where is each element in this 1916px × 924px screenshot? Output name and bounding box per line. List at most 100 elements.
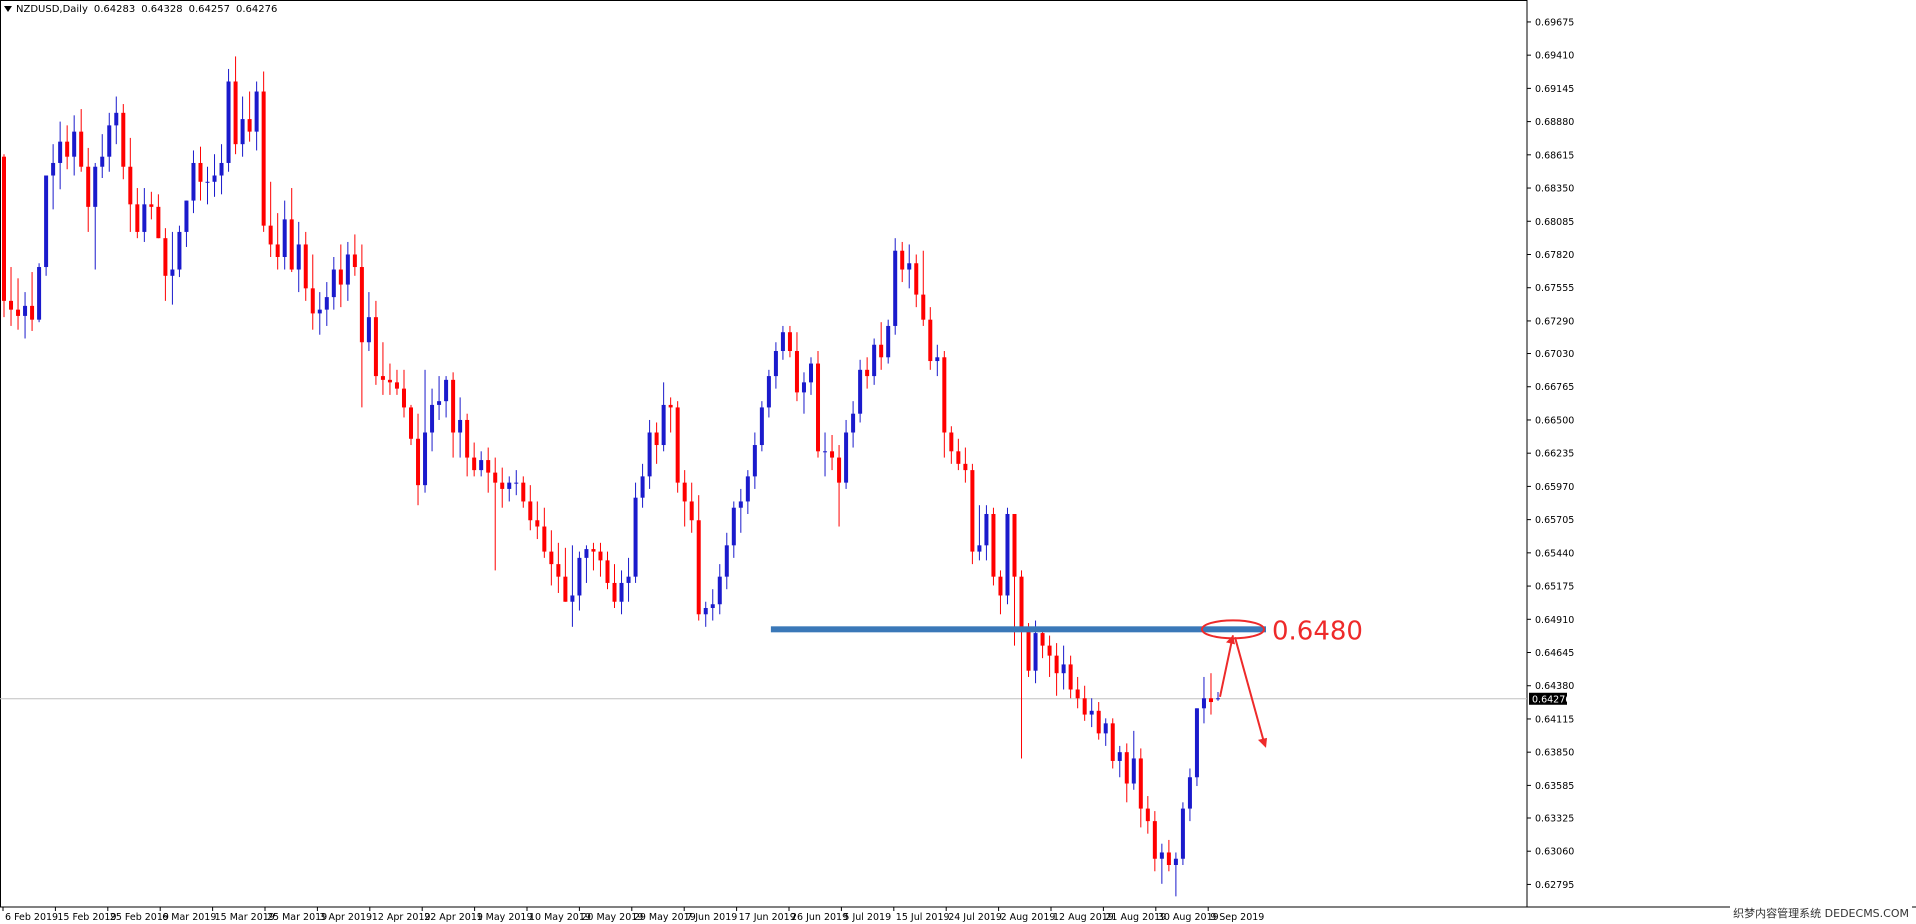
y-tick-label: 0.63585: [1535, 781, 1574, 792]
x-tick-label: 7 Jun 2019: [686, 912, 737, 923]
candle-up: [37, 267, 42, 320]
y-tick-label: 0.65970: [1535, 482, 1574, 493]
candle-down: [689, 501, 694, 521]
x-tick-label: 2 Aug 2019: [1001, 912, 1056, 923]
x-tick-label: 20 May 2019: [581, 912, 643, 923]
candle-up: [317, 309, 322, 314]
support-level-bar: [770, 626, 1266, 633]
x-tick-label: 30 Aug 2019: [1158, 912, 1219, 923]
candle-up: [577, 557, 582, 596]
candle-up: [1173, 858, 1178, 866]
candle-down: [605, 560, 610, 583]
candle-up: [107, 125, 112, 157]
candle-down: [949, 432, 954, 452]
candle-down: [30, 305, 35, 320]
candle-down: [373, 317, 378, 377]
candle-up: [1117, 752, 1122, 761]
candle-down: [9, 300, 14, 310]
arrow-down-head: [1258, 737, 1267, 748]
candle-up: [907, 263, 912, 270]
y-tick-label: 0.63325: [1535, 813, 1574, 824]
candle-up: [745, 476, 750, 502]
x-tick-label: 25 Feb 2019: [110, 912, 169, 923]
candle-down: [1047, 645, 1052, 656]
x-tick-label: 6 Mar 2019: [162, 912, 216, 923]
candle-down: [233, 81, 238, 145]
candle-up: [51, 162, 56, 176]
y-tick-label: 0.67820: [1535, 250, 1574, 261]
candle-up: [437, 401, 442, 405]
candle-down: [528, 501, 533, 521]
candle-up: [731, 507, 736, 546]
candle-up: [858, 369, 863, 414]
x-tick-label: 5 Jul 2019: [843, 912, 891, 923]
candle-down: [387, 379, 392, 383]
candle-down: [1145, 808, 1150, 822]
candle-down: [612, 582, 617, 602]
candle-up: [93, 166, 98, 207]
y-tick-label: 0.64910: [1535, 615, 1574, 626]
candle-down: [128, 166, 133, 205]
candle-down: [149, 204, 154, 207]
x-tick-label: 10 May 2019: [529, 912, 591, 923]
candle-up: [872, 344, 877, 377]
open-value: 0.64283: [93, 4, 136, 15]
candle-down: [310, 288, 315, 314]
candle-up: [710, 604, 715, 609]
y-tick-label: 0.64645: [1535, 648, 1574, 659]
y-tick-label: 0.65705: [1535, 515, 1574, 526]
candle-down: [542, 526, 547, 552]
candle-down: [486, 460, 491, 473]
candle-down: [956, 451, 961, 464]
chart-header: NZDUSD,Daily 0.64283 0.64328 0.64257 0.64276: [4, 4, 283, 15]
candle-down: [668, 404, 673, 408]
y-tick-label: 0.67290: [1535, 316, 1574, 327]
candle-up: [935, 357, 940, 362]
current-price-label: 0.64276: [1532, 694, 1571, 705]
candle-down: [465, 419, 470, 458]
candle-down: [865, 369, 870, 377]
candle-down: [837, 457, 842, 483]
candle-down: [1068, 664, 1073, 690]
candle-up: [100, 156, 105, 167]
arrow-up-line: [1219, 635, 1234, 697]
candle-up: [977, 545, 982, 552]
candle-up: [1187, 777, 1192, 809]
candle-down: [289, 219, 294, 270]
candle-up: [219, 162, 224, 176]
candle-down: [1040, 633, 1045, 646]
candle-down: [121, 112, 126, 167]
candle-down: [65, 141, 70, 157]
candle-down: [275, 244, 280, 257]
candle-up: [1159, 852, 1164, 859]
candle-down: [942, 357, 947, 433]
candle-down: [472, 457, 477, 471]
collapse-triangle-icon[interactable]: [4, 6, 12, 12]
candle-down: [247, 119, 252, 132]
candle-up: [984, 513, 989, 546]
current-price-tag: [1529, 692, 1567, 705]
candle-down: [156, 206, 161, 239]
y-tick-label: 0.66765: [1535, 382, 1574, 393]
candle-up: [844, 432, 849, 483]
candle-up: [514, 482, 519, 484]
candle-down: [563, 576, 568, 602]
candle-down: [493, 472, 498, 483]
candle-down: [338, 269, 343, 285]
candle-down: [409, 407, 414, 439]
x-tick-label: 21 Aug 2019: [1105, 912, 1166, 923]
candle-down: [914, 263, 919, 295]
candle-down: [1075, 689, 1080, 699]
x-tick-label: 15 Jul 2019: [896, 912, 950, 923]
candle-up: [444, 379, 449, 402]
candle-down: [1166, 852, 1171, 866]
candle-up: [766, 376, 771, 408]
y-tick-label: 0.63060: [1535, 847, 1574, 858]
candle-down: [794, 351, 799, 393]
candle-up: [780, 332, 785, 352]
y-tick-label: 0.68880: [1535, 117, 1574, 128]
candle-down: [879, 344, 884, 358]
candle-up: [58, 141, 63, 163]
y-tick-label: 0.68085: [1535, 217, 1574, 228]
annotation-label: 0.6480: [1272, 616, 1363, 646]
